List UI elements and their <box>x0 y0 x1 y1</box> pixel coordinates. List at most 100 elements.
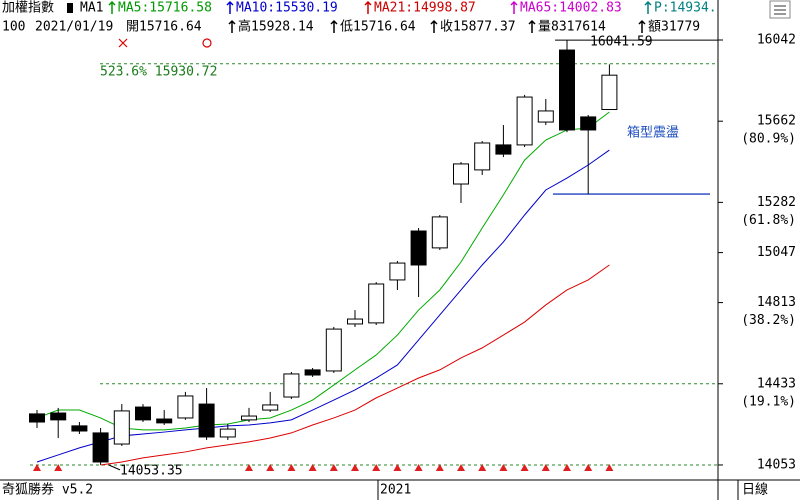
candle-body <box>198 403 215 438</box>
signal-triangle <box>329 464 338 471</box>
y-tick-label: 15047 <box>757 245 796 260</box>
arrow-icon <box>510 0 518 14</box>
arrow-icon <box>228 19 236 33</box>
low-label: 14053.35 <box>120 463 183 478</box>
x-year-label: 2021 <box>380 483 411 498</box>
signal-triangle <box>605 464 614 471</box>
high-label: 16041.59 <box>590 35 653 50</box>
signal-triangle <box>584 464 593 471</box>
arrow-icon <box>430 19 438 33</box>
fib-label: (61.8%) <box>741 213 796 228</box>
y-tick-label: 14053 <box>757 457 796 472</box>
signal-triangle <box>351 464 359 471</box>
candle-body <box>347 318 363 325</box>
candle-body <box>219 428 236 438</box>
header-item: 2021/01/19 <box>35 20 113 35</box>
ma-line <box>100 264 610 466</box>
signal-triangle <box>245 464 253 471</box>
y-tick-label: 14813 <box>757 295 796 310</box>
level-label: 523.6% 15930.72 <box>100 64 217 79</box>
candle-body <box>474 142 491 171</box>
period-label: 日線 <box>742 482 768 498</box>
header-item: 量8317614 <box>538 20 606 35</box>
candle-body <box>177 395 194 419</box>
candle-body <box>580 116 597 131</box>
arrow-icon <box>108 0 116 14</box>
signal-triangle <box>54 464 63 471</box>
candle-body <box>389 262 406 281</box>
candle-body <box>453 163 469 185</box>
cross-marker <box>118 38 128 48</box>
signal-triangle <box>563 464 571 471</box>
y-tick-label: 15662 <box>757 114 796 129</box>
header-item: 100 <box>2 20 25 35</box>
candle-body <box>156 418 173 424</box>
circle-marker <box>202 38 212 48</box>
candle-body <box>495 144 512 155</box>
header-item: MA5:15716.58 <box>118 1 212 16</box>
candle-body <box>304 369 321 376</box>
signal-triangle <box>287 464 296 471</box>
arrow-icon <box>364 0 372 14</box>
candle-body <box>29 413 45 423</box>
candle-body <box>516 96 533 146</box>
arrow-icon <box>644 0 652 14</box>
candle-body <box>92 432 109 463</box>
y-tick-label: 14433 <box>757 376 796 391</box>
menu-icon-lines <box>774 5 786 15</box>
candle-body <box>71 425 88 432</box>
signal-triangle <box>33 464 41 471</box>
signal-triangle <box>308 464 317 471</box>
signal-triangle <box>520 464 529 471</box>
arrow-icon <box>638 19 646 33</box>
candle-body <box>241 415 257 421</box>
header-item: 收15877.37 <box>440 20 516 35</box>
signal-triangle <box>372 464 381 471</box>
header-item: MA10:15530.19 <box>236 1 338 16</box>
candle-body <box>113 410 130 445</box>
arrow-icon <box>330 19 338 33</box>
fib-label: (19.1%) <box>741 394 796 409</box>
candle-body <box>368 283 385 324</box>
header-item: 高15928.14 <box>238 19 314 35</box>
arrow-icon <box>528 19 536 33</box>
candle-body <box>50 412 67 421</box>
ma-line <box>36 111 610 431</box>
signal-triangle <box>457 464 465 471</box>
header-item: 加權指數 <box>2 1 54 16</box>
header-item: P:14934. <box>654 1 717 16</box>
signal-triangle <box>499 464 508 471</box>
footer-brand: 奇狐勝券 v5.2 <box>2 482 93 498</box>
header-item: 開15716.64 <box>126 20 202 35</box>
candle-body <box>325 328 342 372</box>
ma-line <box>36 149 610 463</box>
y-tick-label: 16042 <box>757 33 796 48</box>
signal-triangle <box>414 464 423 471</box>
header: 加權指數 MA1 MA5:15716.58 MA10:15530.19 MA21:149… <box>2 1 717 35</box>
header-item: 低15716.64 <box>340 20 416 35</box>
signal-triangle <box>393 464 402 471</box>
candle-body <box>537 110 554 123</box>
signal-triangle <box>435 464 444 471</box>
header-item: MA65:14002.83 <box>520 1 622 16</box>
signal-triangle <box>478 464 487 471</box>
candle-body <box>431 216 448 249</box>
candle-body <box>601 74 618 111</box>
signal-triangle <box>266 464 275 471</box>
header-item: MA1 <box>80 1 103 16</box>
y-tick-label: 15282 <box>757 195 796 210</box>
candle-body <box>410 230 427 266</box>
candle-body <box>559 49 575 131</box>
fib-label: (38.2%) <box>741 313 796 328</box>
arrow-icon <box>226 0 234 14</box>
ma1-icon <box>67 3 73 13</box>
candle-body <box>262 404 279 411</box>
header-item: 額31779 <box>648 20 700 35</box>
low-pointer <box>108 464 121 471</box>
candle-body <box>135 406 151 421</box>
signal-triangle <box>541 464 550 471</box>
candle-body <box>283 373 300 398</box>
header-item: MA21:14998.87 <box>374 1 476 16</box>
